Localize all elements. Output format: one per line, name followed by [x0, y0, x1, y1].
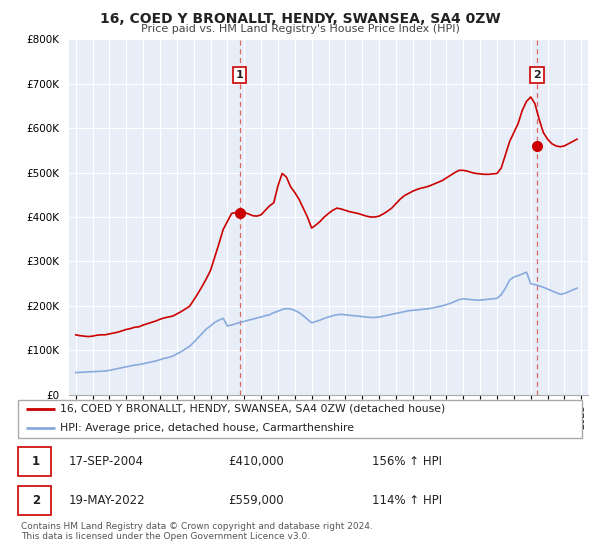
Text: Contains HM Land Registry data © Crown copyright and database right 2024.
This d: Contains HM Land Registry data © Crown c… — [21, 522, 373, 542]
Text: £559,000: £559,000 — [228, 494, 284, 507]
FancyBboxPatch shape — [18, 400, 582, 438]
Text: 16, COED Y BRONALLT, HENDY, SWANSEA, SA4 0ZW (detached house): 16, COED Y BRONALLT, HENDY, SWANSEA, SA4… — [60, 404, 446, 414]
Text: 2: 2 — [32, 494, 40, 507]
Text: 2: 2 — [533, 70, 541, 80]
Text: HPI: Average price, detached house, Carmarthenshire: HPI: Average price, detached house, Carm… — [60, 423, 354, 433]
Text: 19-MAY-2022: 19-MAY-2022 — [69, 494, 146, 507]
Text: 156% ↑ HPI: 156% ↑ HPI — [372, 455, 442, 468]
Text: 114% ↑ HPI: 114% ↑ HPI — [372, 494, 442, 507]
Text: 17-SEP-2004: 17-SEP-2004 — [69, 455, 144, 468]
Text: Price paid vs. HM Land Registry's House Price Index (HPI): Price paid vs. HM Land Registry's House … — [140, 24, 460, 34]
Text: £410,000: £410,000 — [228, 455, 284, 468]
Text: 1: 1 — [236, 70, 244, 80]
Text: 16, COED Y BRONALLT, HENDY, SWANSEA, SA4 0ZW: 16, COED Y BRONALLT, HENDY, SWANSEA, SA4… — [100, 12, 500, 26]
Text: 1: 1 — [32, 455, 40, 468]
